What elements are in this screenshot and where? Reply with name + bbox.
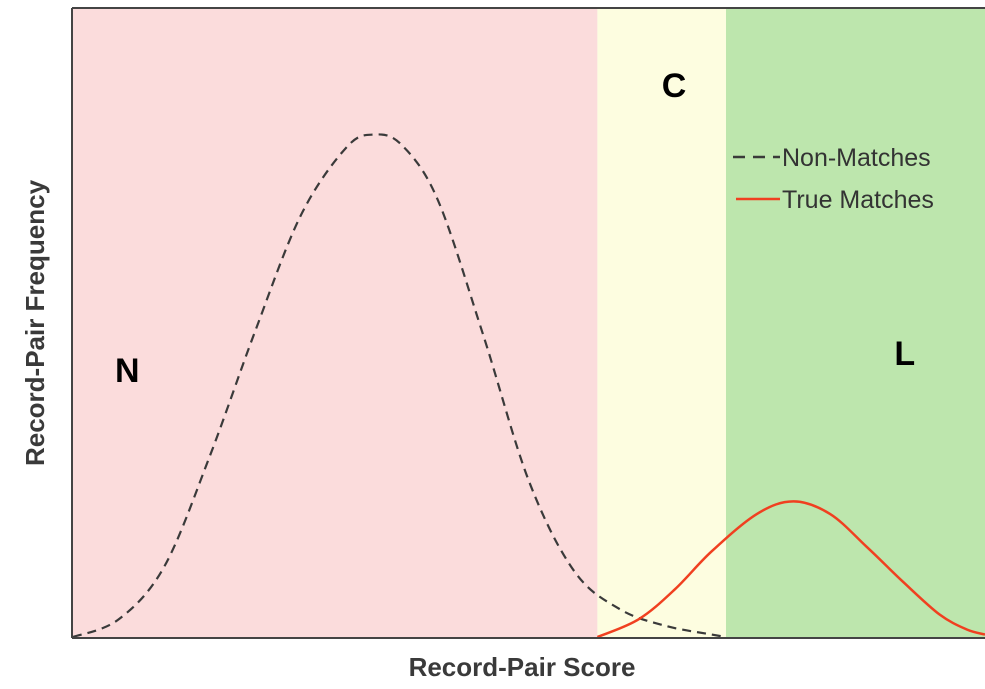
region-c-label: C bbox=[662, 67, 687, 105]
region-labels: N C L bbox=[115, 67, 915, 390]
series-line-non-matches bbox=[72, 133, 727, 639]
region-c-band bbox=[597, 9, 726, 637]
score-regions bbox=[73, 9, 985, 637]
region-l-label: L bbox=[894, 335, 915, 373]
y-axis-label: Record-Pair Frequency bbox=[20, 179, 50, 466]
x-axis-label: Record-Pair Score bbox=[409, 652, 636, 682]
legend: Non-Matches True Matches bbox=[733, 144, 934, 214]
legend-label-non-matches: Non-Matches bbox=[782, 144, 931, 172]
region-l-band bbox=[725, 9, 985, 637]
series-lines bbox=[72, 133, 985, 639]
series-line-true-matches bbox=[596, 500, 985, 639]
legend-label-true-matches: True Matches bbox=[782, 186, 934, 214]
region-n-label: N bbox=[115, 352, 140, 390]
region-n-band bbox=[73, 9, 598, 637]
